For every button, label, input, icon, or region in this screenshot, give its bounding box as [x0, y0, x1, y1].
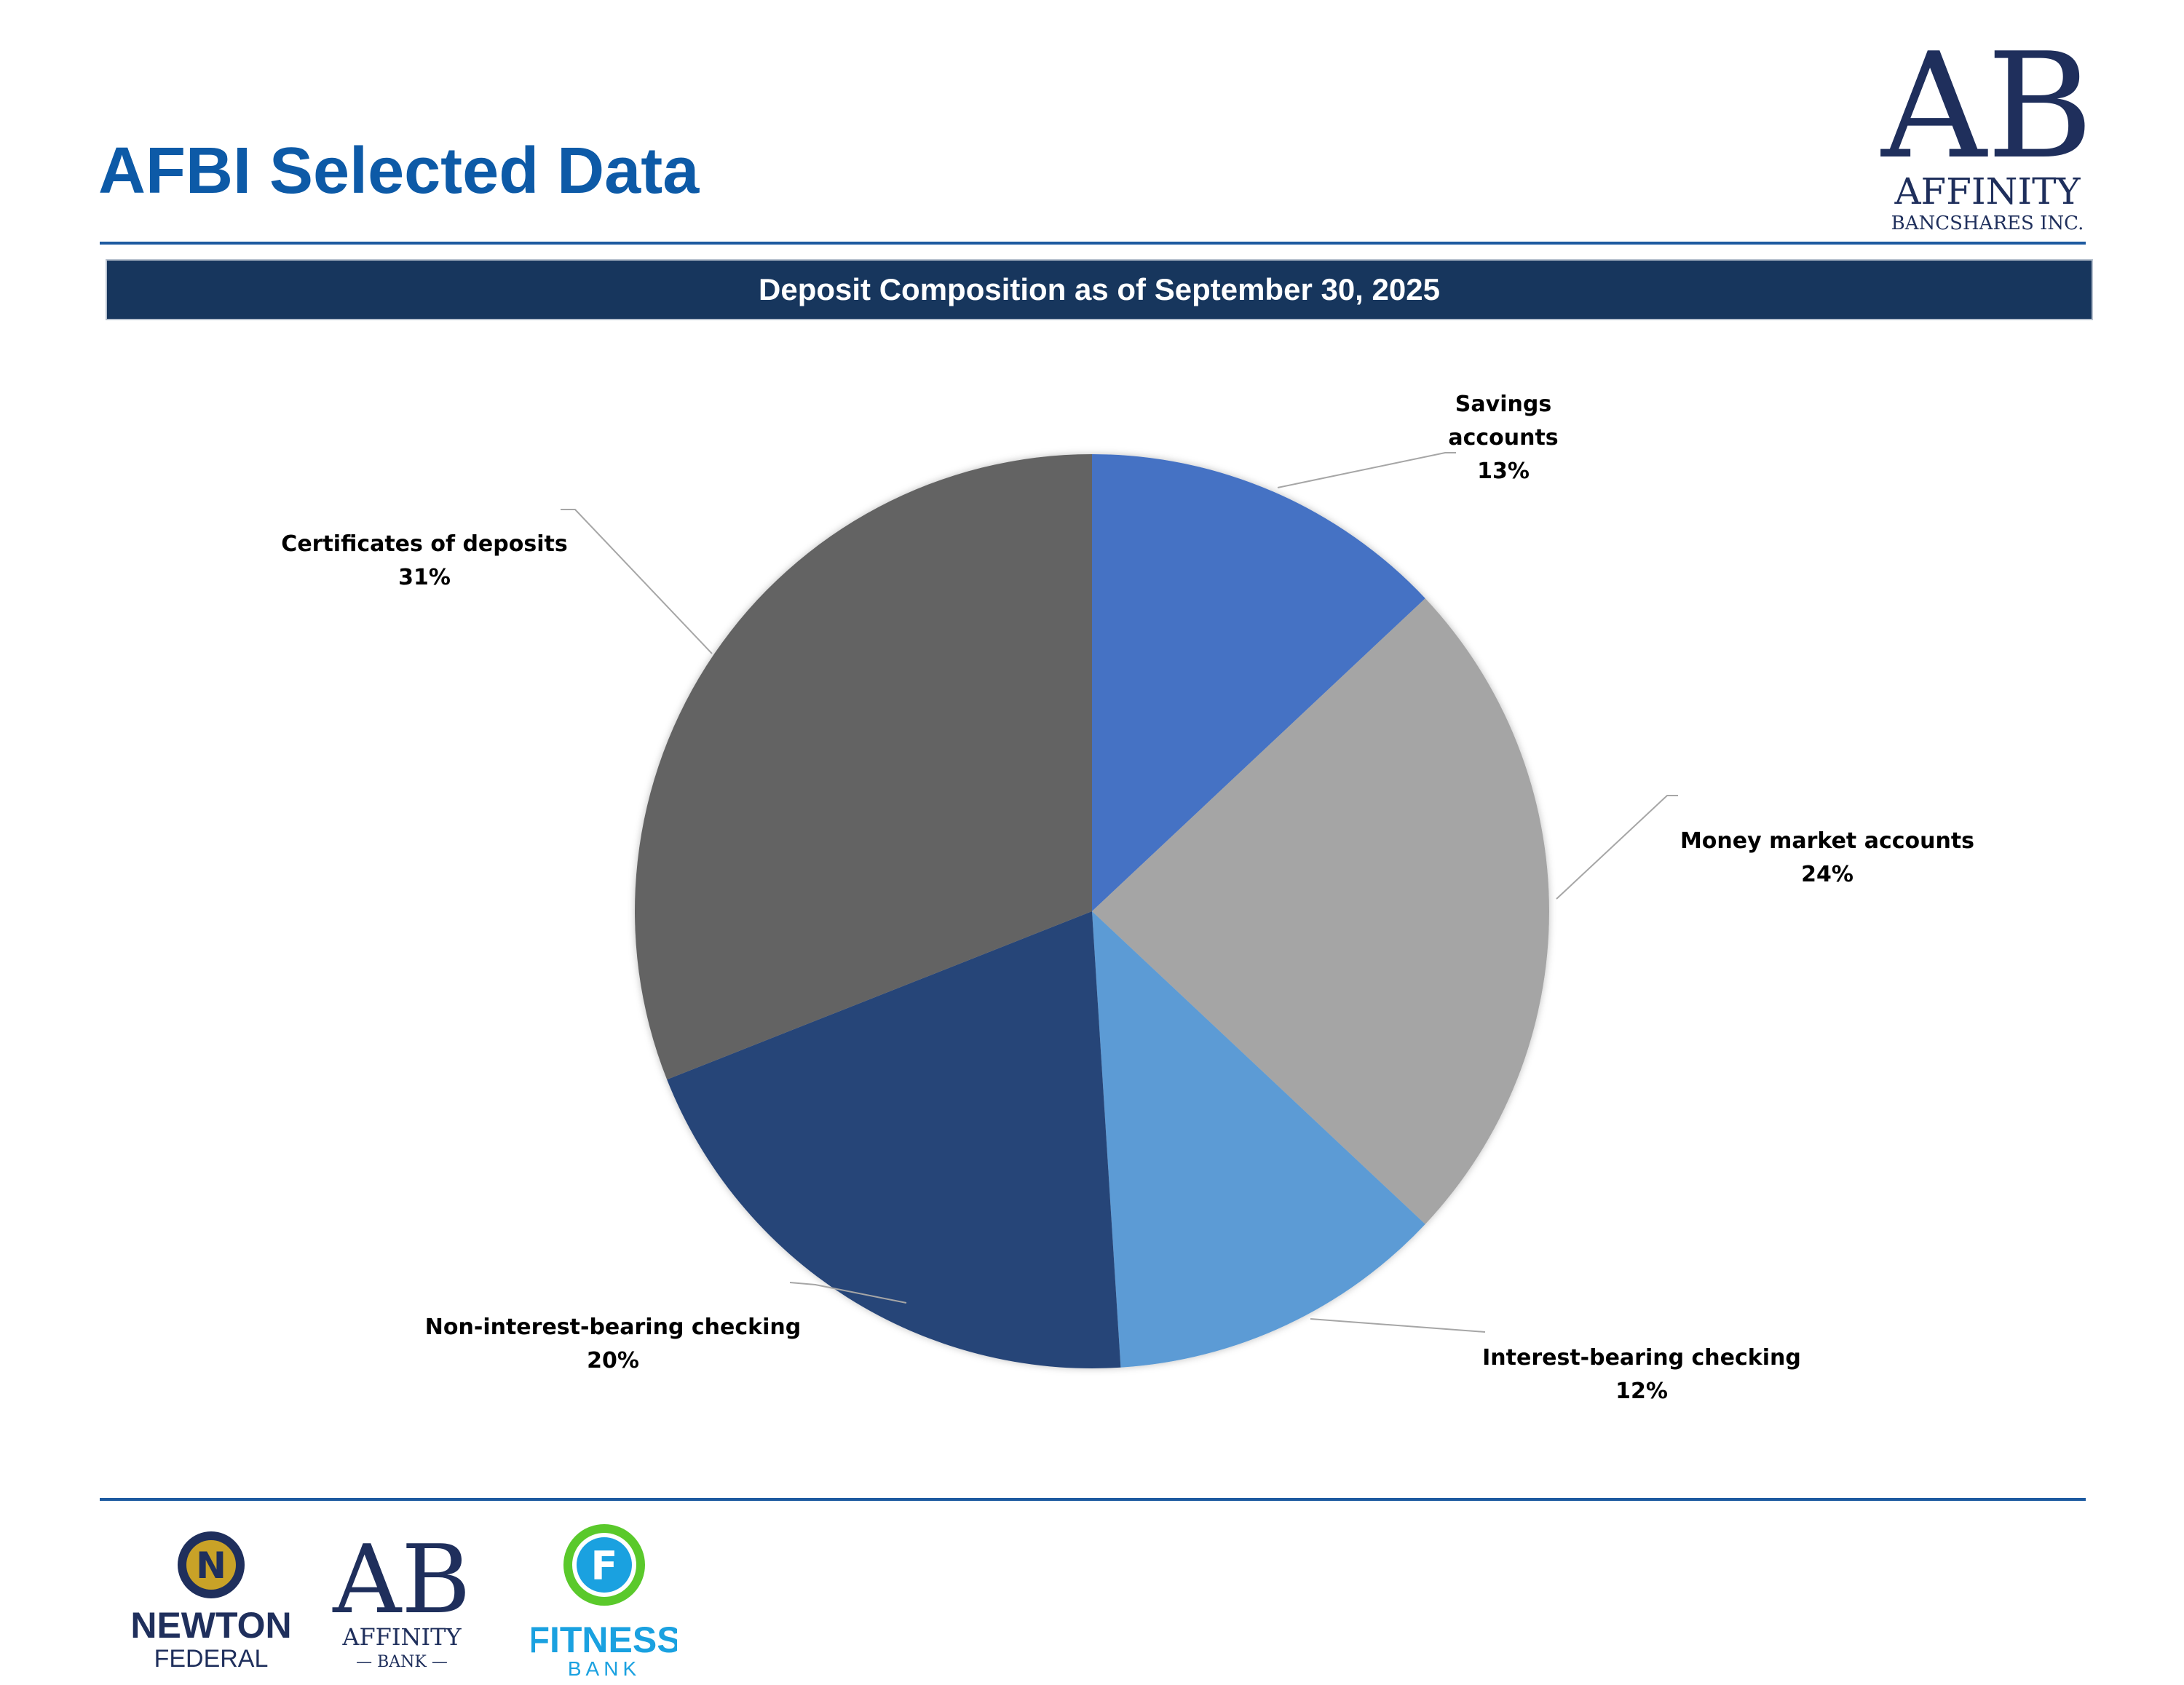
main-logo-mark: AB — [1880, 22, 2093, 191]
newton-logo-line2: FEDERAL — [154, 1645, 269, 1673]
slice-category-label: Money market accounts — [1680, 828, 1974, 854]
slice-value-label: 13% — [1477, 459, 1530, 484]
leader-line — [1310, 1318, 1486, 1333]
bottom-rule — [100, 1498, 2086, 1501]
slice-value-label: 12% — [1615, 1379, 1668, 1404]
pie-slice-interest-bearing-checking — [1092, 911, 1425, 1368]
slice-category-label: Savings — [1455, 392, 1551, 417]
main-logo-line2: BANCSHARES INC. — [1891, 213, 2084, 234]
affinity-bank-logo-line1: AFFINITY — [341, 1623, 462, 1651]
pie-slice-certificates-of-deposits — [635, 454, 1092, 1080]
page-title: AFBI Selected Data — [98, 135, 700, 207]
fitness-logo-mark: F — [591, 1543, 618, 1589]
affinity-bank-logo-line2: — BANK — — [356, 1653, 448, 1671]
chart-banner: Deposit Composition as of September 30, … — [106, 259, 2093, 320]
main-logo: AB AFFINITY BANCSHARES INC. — [1871, 22, 2097, 240]
top-rule — [100, 242, 2086, 245]
leader-line — [1277, 452, 1456, 488]
fitness-logo-inner — [577, 1537, 632, 1593]
main-logo-line1: AFFINITY — [1894, 170, 2081, 213]
fitness-bank-logo: F FITNESS BANK — [527, 1521, 681, 1681]
slice-category-label: Certificates of deposits — [281, 531, 567, 557]
slice-category-label: accounts — [1448, 425, 1558, 451]
fitness-logo-ring — [563, 1524, 645, 1606]
slice-category-label: Non-interest-bearing checking — [425, 1315, 801, 1340]
affinity-bank-logo-mark: AB — [332, 1524, 470, 1635]
newton-logo-inner — [186, 1540, 236, 1590]
pie-slice-money-market-accounts — [1092, 598, 1550, 1224]
affinity-bank-logo: AB AFFINITY — BANK — — [329, 1521, 475, 1681]
slice-value-label: 24% — [1801, 862, 1853, 887]
leader-line — [1556, 795, 1678, 900]
newton-federal-logo: N NEWTON FEDERAL — [124, 1521, 298, 1681]
newton-logo-line1: NEWTON — [130, 1605, 291, 1646]
slice-category-label: Interest-bearing checking — [1482, 1345, 1801, 1371]
leader-line — [789, 1282, 907, 1304]
slice-value-label: 31% — [398, 565, 451, 590]
leader-line — [561, 509, 713, 654]
fitness-logo-line1: FITNESS — [531, 1619, 677, 1660]
slice-value-label: 20% — [587, 1348, 639, 1373]
pie-slice-non-interest-bearing-checking — [667, 911, 1121, 1368]
newton-logo-mark: N — [196, 1545, 226, 1587]
pie-chart: Savings accounts 13% Money market accounts 2… — [281, 392, 1974, 1404]
fitness-logo-line2: BANK — [568, 1657, 641, 1680]
pie-slice-savings-accounts — [1092, 454, 1425, 911]
